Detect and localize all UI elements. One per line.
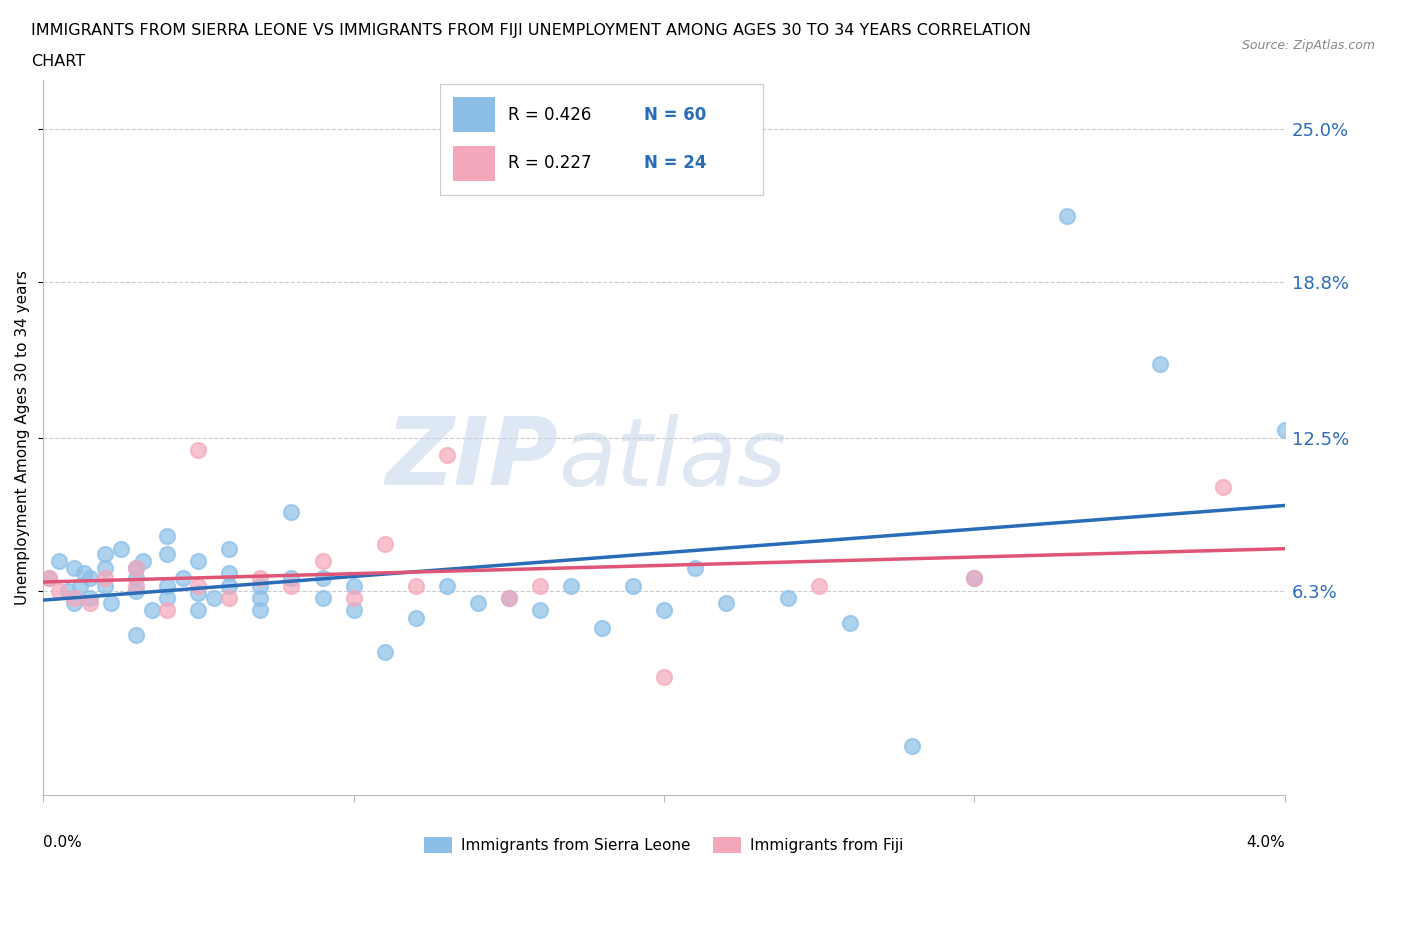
Point <box>280 504 302 519</box>
Point <box>172 571 194 586</box>
Point <box>529 578 551 593</box>
Point <box>652 670 675 684</box>
Point <box>249 571 271 586</box>
Point <box>218 591 240 605</box>
Text: 0.0%: 0.0% <box>44 834 82 850</box>
Point <box>342 578 364 593</box>
Point <box>38 571 60 586</box>
Text: ZIP: ZIP <box>385 413 558 505</box>
Point <box>72 565 94 580</box>
Point <box>374 537 396 551</box>
Point <box>591 620 613 635</box>
Point <box>839 615 862 630</box>
Point <box>218 565 240 580</box>
Legend: Immigrants from Sierra Leone, Immigrants from Fiji: Immigrants from Sierra Leone, Immigrants… <box>418 830 910 859</box>
Point <box>202 591 225 605</box>
Point <box>436 447 458 462</box>
Point <box>342 603 364 618</box>
Point <box>249 578 271 593</box>
Point <box>156 603 179 618</box>
Y-axis label: Unemployment Among Ages 30 to 34 years: Unemployment Among Ages 30 to 34 years <box>15 271 30 605</box>
Point <box>1056 208 1078 223</box>
Point <box>311 591 333 605</box>
Text: atlas: atlas <box>558 414 786 505</box>
Point <box>125 561 148 576</box>
Point <box>125 561 148 576</box>
Point <box>776 591 799 605</box>
Point <box>100 595 122 610</box>
Point <box>1149 356 1171 371</box>
Point <box>529 603 551 618</box>
Point <box>125 628 148 643</box>
Point <box>187 578 209 593</box>
Point <box>141 603 163 618</box>
Point <box>560 578 582 593</box>
Point <box>683 561 706 576</box>
Point <box>374 644 396 659</box>
Text: CHART: CHART <box>31 54 84 69</box>
Point <box>79 571 101 586</box>
Point <box>405 610 427 625</box>
Point <box>69 578 91 593</box>
Point <box>156 546 179 561</box>
Point <box>498 591 520 605</box>
Point <box>63 561 86 576</box>
Point <box>94 546 117 561</box>
Point <box>808 578 831 593</box>
Point <box>218 578 240 593</box>
Point <box>125 583 148 598</box>
Point <box>63 595 86 610</box>
Point <box>131 553 153 568</box>
Point <box>280 578 302 593</box>
Point <box>187 443 209 458</box>
Point <box>405 578 427 593</box>
Text: 4.0%: 4.0% <box>1246 834 1285 850</box>
Point <box>63 591 86 605</box>
Point <box>38 571 60 586</box>
Point <box>48 553 70 568</box>
Point <box>187 586 209 601</box>
Point <box>125 578 148 593</box>
Point <box>963 571 986 586</box>
Point <box>901 738 924 753</box>
Text: IMMIGRANTS FROM SIERRA LEONE VS IMMIGRANTS FROM FIJI UNEMPLOYMENT AMONG AGES 30 : IMMIGRANTS FROM SIERRA LEONE VS IMMIGRAN… <box>31 23 1031 38</box>
Point <box>156 591 179 605</box>
Point <box>963 571 986 586</box>
Point <box>94 561 117 576</box>
Point <box>280 571 302 586</box>
Point <box>342 591 364 605</box>
Point <box>187 553 209 568</box>
Point <box>94 578 117 593</box>
Point <box>156 529 179 544</box>
Point <box>498 591 520 605</box>
Point <box>187 603 209 618</box>
Point <box>714 595 737 610</box>
Point <box>249 591 271 605</box>
Point <box>1212 480 1234 495</box>
Point <box>48 583 70 598</box>
Point <box>311 571 333 586</box>
Text: Source: ZipAtlas.com: Source: ZipAtlas.com <box>1241 39 1375 52</box>
Point <box>467 595 489 610</box>
Point <box>110 541 132 556</box>
Point <box>56 583 79 598</box>
Point <box>311 553 333 568</box>
Point <box>125 571 148 586</box>
Point <box>621 578 644 593</box>
Point <box>94 571 117 586</box>
Point <box>1274 423 1296 438</box>
Point <box>249 603 271 618</box>
Point <box>79 595 101 610</box>
Point <box>79 591 101 605</box>
Point <box>436 578 458 593</box>
Point <box>156 578 179 593</box>
Point <box>652 603 675 618</box>
Point <box>218 541 240 556</box>
